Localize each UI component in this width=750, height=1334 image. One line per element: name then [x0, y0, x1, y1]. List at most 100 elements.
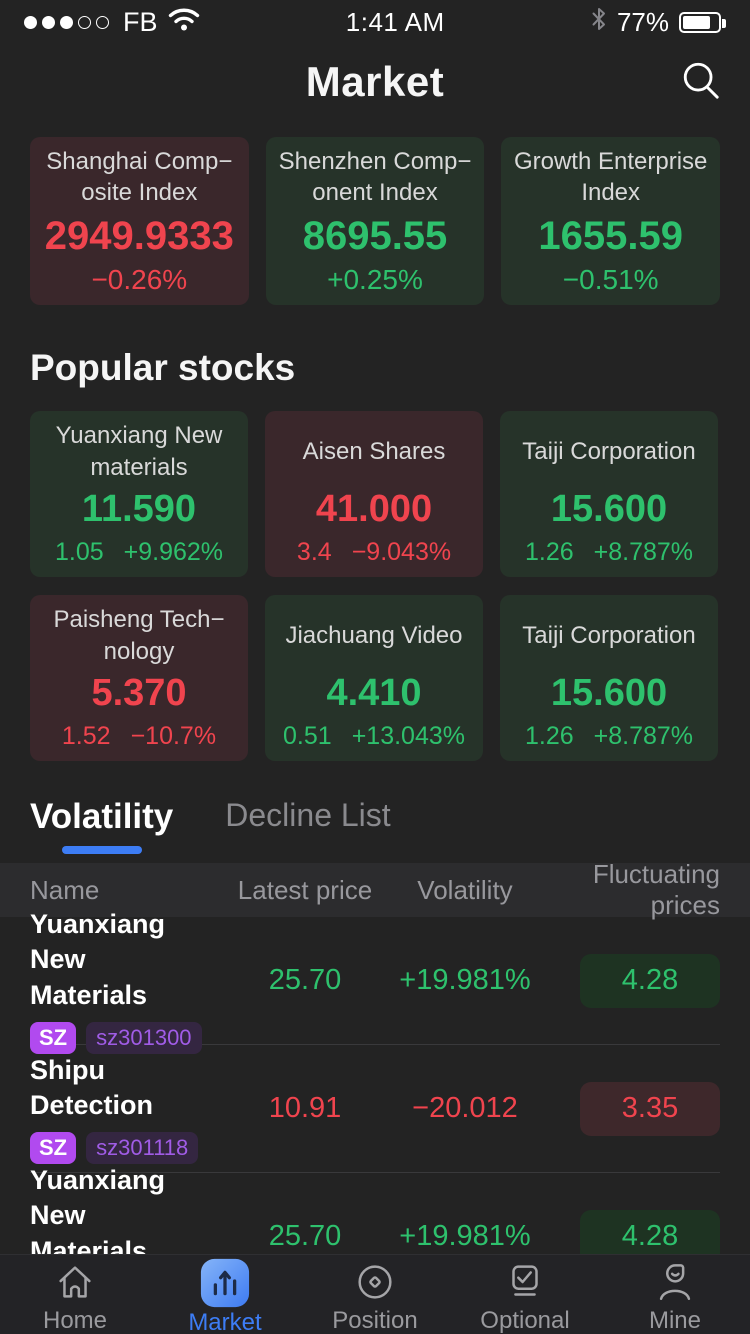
stock-price: 5.370 [91, 672, 187, 714]
stock-card[interactable]: Yuanxiang New materials 11.590 1.05 +9.9… [30, 411, 248, 577]
home-icon [52, 1259, 98, 1305]
change-percent: +9.962% [123, 537, 224, 566]
latest-price-cell: 10.91 [268, 1092, 342, 1124]
battery-percent: 77% [616, 6, 669, 37]
latest-price-cell: 25.70 [268, 1220, 342, 1252]
stock-name: Paisheng Tech− nology [53, 606, 225, 665]
popular-stocks-heading: Popular stocks [30, 347, 296, 388]
nav-label: Home [42, 1307, 108, 1334]
name-cell: Yuanxiang New Materials SZ sz301300 [30, 907, 220, 1054]
stock-name: Taiji Corporation [522, 621, 696, 649]
status-left: FB [24, 6, 200, 39]
volatility-cell: +19.981% [399, 1220, 531, 1252]
change-percent: −9.043% [351, 537, 452, 566]
stock-name: Aisen Shares [302, 437, 446, 465]
stock-card[interactable]: Taiji Corporation 15.600 1.26 +8.787% [500, 411, 718, 577]
stock-change: 1.26 +8.787% [525, 538, 693, 567]
status-bar: FB 1:41 AM 77% [0, 0, 750, 44]
stock-change: 1.26 +8.787% [525, 722, 693, 751]
optional-icon [502, 1259, 548, 1305]
bottom-nav: Home [0, 1254, 750, 1334]
ticker-badge: sz301300 [86, 1021, 202, 1054]
index-cards: Shanghai Comp− osite Index 2949.9333 −0.… [0, 137, 750, 305]
stock-price: 41.000 [315, 488, 433, 530]
popular-stocks-grid: Yuanxiang New materials 11.590 1.05 +9.9… [0, 411, 750, 761]
change-value: 1.26 [524, 537, 574, 566]
stock-price: 15.600 [550, 488, 668, 530]
stock-name: Taiji Corporation [522, 437, 696, 465]
cellular-signal-icon [24, 15, 109, 29]
latest-price-cell: 25.70 [268, 964, 342, 996]
stock-name: Jiachuang Video [285, 621, 463, 649]
search-icon [680, 59, 722, 104]
nav-label: Market [188, 1309, 262, 1334]
stock-name: Yuanxiang New materials [55, 422, 223, 481]
index-name: Growth Enterprise Index [513, 148, 708, 207]
index-card-growth-enterprise[interactable]: Growth Enterprise Index 1655.59 −0.51% [501, 137, 721, 305]
nav-item-position[interactable]: Position [300, 1255, 450, 1334]
stock-card[interactable]: Paisheng Tech− nology 5.370 1.52 −10.7% [30, 595, 248, 761]
clock: 1:41 AM [345, 6, 445, 37]
nav-item-home[interactable]: Home [0, 1255, 150, 1334]
tab-volatility[interactable]: Volatility [30, 797, 173, 854]
index-card-shanghai[interactable]: Shanghai Comp− osite Index 2949.9333 −0.… [30, 137, 249, 305]
tab-label: Volatility [30, 797, 174, 836]
fluctuating-price-cell: 4.28 [540, 953, 720, 1008]
change-percent: +8.787% [593, 537, 694, 566]
stock-price: 15.600 [550, 672, 668, 714]
column-header-latest-price: Latest price [237, 874, 373, 905]
column-header-fluctuating-prices: Fluctuating prices [592, 859, 720, 920]
change-value: 1.05 [54, 537, 104, 566]
market-icon [199, 1258, 251, 1308]
stock-badges: SZ sz301300 [30, 1021, 220, 1054]
battery-icon [679, 11, 726, 33]
stock-name: Yuanxiang New Materials [30, 909, 166, 1010]
position-icon [352, 1259, 398, 1305]
index-value: 8695.55 [302, 213, 448, 258]
exchange-badge: SZ [30, 1021, 77, 1054]
change-value: 1.26 [524, 721, 574, 750]
table-row[interactable]: Yuanxiang New Materials SZ sz301300 25.7… [30, 909, 720, 1054]
active-tab-underline [61, 846, 142, 854]
stock-card[interactable]: Taiji Corporation 15.600 1.26 +8.787% [500, 595, 718, 761]
carrier-label: FB [123, 6, 158, 37]
volatility-cell: +19.981% [399, 964, 531, 996]
table-row[interactable]: Shipu Detection SZ sz301118 10.91 −20.01… [30, 1045, 720, 1173]
nav-item-optional[interactable]: Optional [450, 1255, 600, 1334]
fluctuating-price-box: 3.35 [580, 1081, 720, 1136]
index-change: −0.26% [91, 263, 188, 295]
stock-table: Yuanxiang New Materials SZ sz301300 25.7… [0, 909, 750, 1310]
nav-item-market[interactable]: Market [150, 1255, 300, 1334]
stock-price: 4.410 [326, 672, 422, 714]
index-change: +0.25% [327, 263, 423, 295]
change-value: 0.51 [283, 721, 332, 750]
page-header: Market [0, 44, 750, 120]
bluetooth-icon [591, 6, 607, 39]
tab-decline-list[interactable]: Decline List [225, 797, 390, 834]
stock-price: 11.590 [81, 488, 197, 530]
stock-change: 1.52 −10.7% [62, 722, 216, 751]
stock-change: 1.05 +9.962% [55, 538, 223, 567]
index-card-shenzhen[interactable]: Shenzhen Comp− onent Index 8695.55 +0.25… [265, 137, 485, 305]
fluctuating-price-box: 4.28 [580, 953, 720, 1008]
change-value: 3.4 [296, 537, 332, 566]
index-name: Shanghai Comp− osite Index [46, 148, 233, 207]
search-button[interactable] [678, 58, 724, 104]
change-value: 1.52 [61, 721, 111, 750]
fluctuating-price-cell: 3.35 [540, 1081, 720, 1136]
stock-card[interactable]: Aisen Shares 41.000 3.4 −9.043% [265, 411, 483, 577]
stock-name: Shipu Detection [30, 1054, 154, 1120]
nav-item-mine[interactable]: Mine [600, 1255, 750, 1334]
index-change: −0.51% [562, 263, 659, 295]
change-percent: +8.787% [593, 721, 694, 750]
stock-card[interactable]: Jiachuang Video 4.410 0.51 +13.043% [265, 595, 483, 761]
name-cell: Shipu Detection SZ sz301118 [30, 1053, 220, 1165]
exchange-badge: SZ [30, 1132, 77, 1165]
nav-label: Mine [648, 1307, 702, 1334]
volatility-cell: −20.012 [412, 1092, 518, 1124]
status-right: 77% [591, 6, 726, 39]
tab-label: Decline List [225, 797, 391, 833]
index-value: 1655.59 [538, 213, 683, 258]
page-title: Market [305, 58, 445, 105]
